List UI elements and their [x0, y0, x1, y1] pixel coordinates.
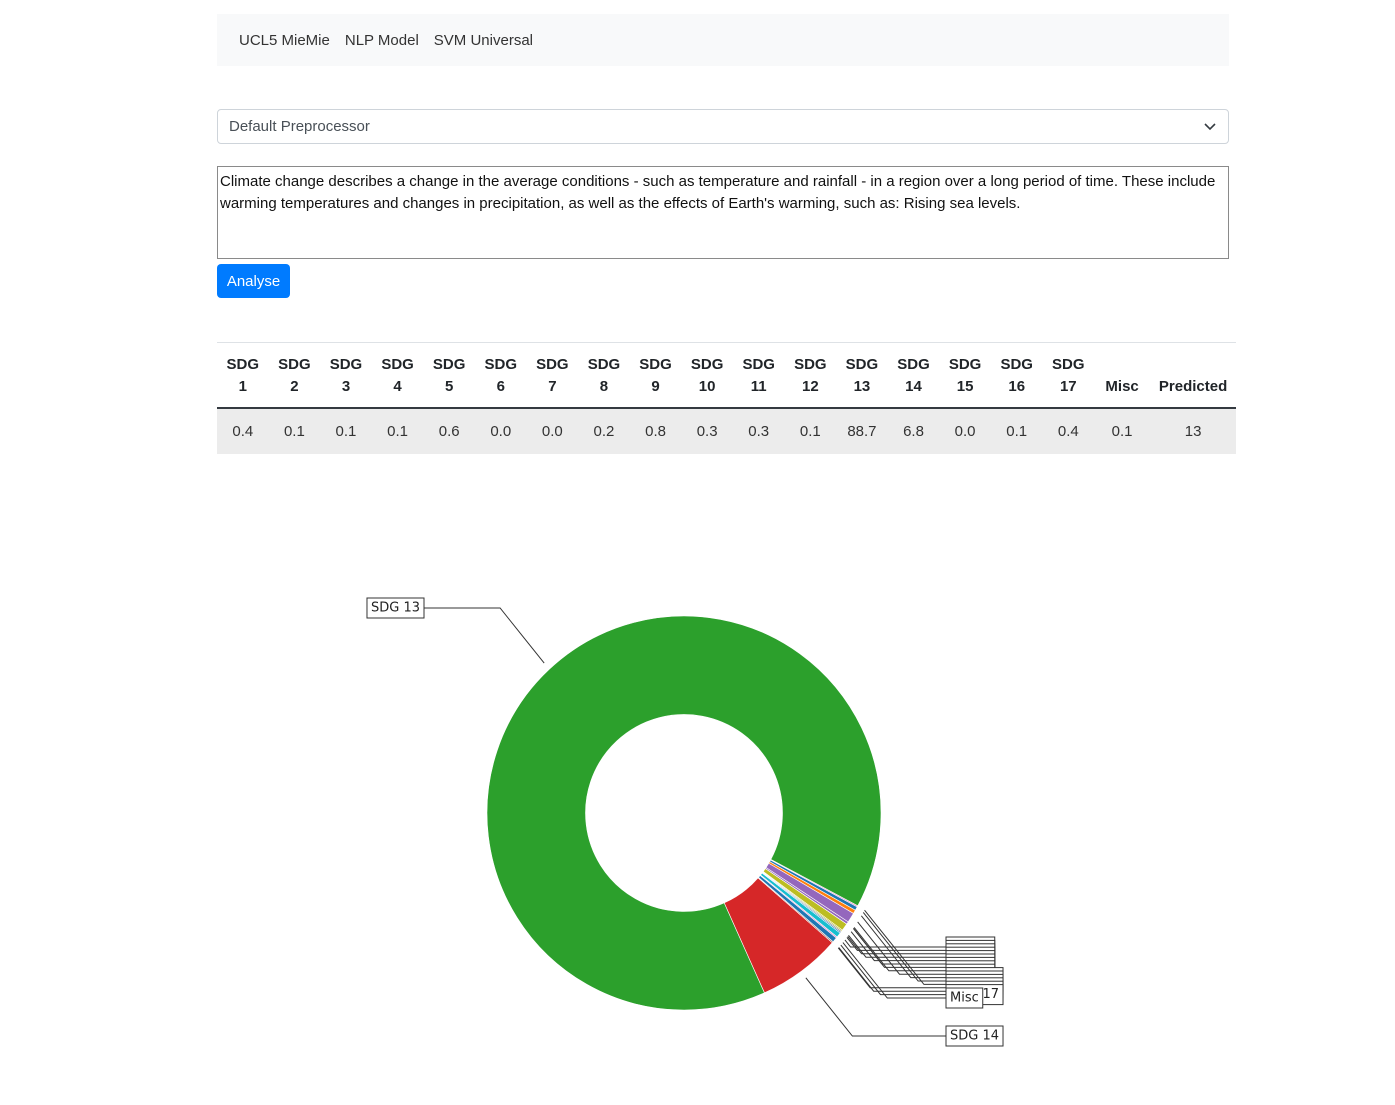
- header-cell: SDG 11: [732, 342, 785, 409]
- donut-slice: [759, 874, 838, 939]
- cell: 0.6: [423, 408, 475, 454]
- cell: 0.1: [1094, 408, 1151, 454]
- donut-slice: [765, 862, 854, 923]
- leader-line: [837, 947, 946, 989]
- cell: 88.7: [836, 408, 888, 454]
- cell: 0.0: [939, 408, 991, 454]
- leader-line: [862, 912, 946, 982]
- header-cell: SDG 13: [836, 342, 888, 409]
- chevron-icon: [1204, 122, 1216, 130]
- leader-line: [853, 928, 946, 968]
- slice-label: Misc: [950, 991, 979, 1006]
- header-cell: SDG 6: [474, 342, 527, 409]
- header-cell: SDG 8: [578, 342, 630, 409]
- leader-line: [848, 935, 946, 958]
- donut-slice: [762, 868, 848, 931]
- header-cell: SDG 12: [784, 342, 837, 409]
- nav-link[interactable]: UCL5 MieMie: [239, 31, 330, 49]
- cell: 0.1: [320, 408, 372, 454]
- header-cell: SDG 1: [217, 342, 269, 409]
- cell: 0.4: [217, 408, 269, 454]
- cell: 0.1: [990, 408, 1043, 454]
- cell: 0.3: [681, 408, 733, 454]
- leader-line: [860, 915, 946, 979]
- text-input[interactable]: Climate change describes a change in the…: [217, 166, 1229, 259]
- leader-line: [840, 944, 946, 996]
- donut-slice: [723, 877, 833, 994]
- leader-line: [842, 942, 946, 999]
- header-cell: SDG 4: [371, 342, 424, 409]
- cell: 0.1: [784, 408, 837, 454]
- table-row: 0.4 0.1 0.1 0.1 0.6 0.0 0.0 0.2 0.8 0.3 0.3 0.1 88.7…: [217, 408, 1237, 454]
- header-cell: SDG 10: [681, 342, 733, 409]
- header-cell: SDG 3: [320, 342, 372, 409]
- cell: 0.8: [629, 408, 682, 454]
- header-cell: SDG 7: [526, 342, 579, 409]
- leader-line: [850, 931, 946, 962]
- cell: 0.4: [1042, 408, 1095, 454]
- leader-line: [864, 909, 946, 985]
- slice-label: SDG 13: [371, 601, 420, 616]
- donut-slice: [486, 615, 882, 1011]
- cell: 0.0: [474, 408, 527, 454]
- cell: 6.8: [887, 408, 940, 454]
- label-box: [366, 597, 425, 619]
- analyse-button[interactable]: Analyse: [217, 264, 290, 298]
- header-cell: SDG 9: [629, 342, 682, 409]
- label-box: [945, 1025, 1004, 1047]
- cell: 0.1: [371, 408, 424, 454]
- leader-line: [853, 927, 946, 972]
- cell: 0.3: [732, 408, 785, 454]
- header-cell: SDG 16: [990, 342, 1043, 409]
- leader-line: [838, 947, 946, 992]
- header-cell: SDG 14: [887, 342, 940, 409]
- label-box: [945, 987, 984, 1009]
- header-cell: SDG 2: [268, 342, 321, 409]
- leader-line: [805, 977, 946, 1037]
- leader-line: [844, 939, 946, 948]
- header-cell: SDG 5: [423, 342, 475, 409]
- select-value: Default Preprocessor: [229, 118, 370, 135]
- nav-link[interactable]: NLP Model: [344, 31, 419, 49]
- results-table: SDG 1 SDG 2 SDG 3 SDG 4 SDG 5 SDG 6 SDG 7 SDG 8…: [217, 342, 1237, 454]
- leader-line: [424, 607, 545, 664]
- leader-line: [847, 936, 946, 955]
- slice-label: SDG 14: [950, 1029, 999, 1044]
- cell: 0.1: [268, 408, 321, 454]
- navbar: UCL5 MieMie NLP Model SVM Universal: [217, 14, 1229, 66]
- leader-line: [857, 921, 946, 975]
- header-cell: Predicted: [1150, 342, 1237, 409]
- preprocessor-select[interactable]: Default Preprocessor: [217, 109, 1229, 144]
- header-cell: SDG 15: [939, 342, 991, 409]
- nav-link[interactable]: SVM Universal: [433, 31, 533, 49]
- cell: 0.0: [526, 408, 579, 454]
- header-cell: SDG 17: [1042, 342, 1095, 409]
- cell: 0.2: [578, 408, 630, 454]
- cell: 13: [1150, 408, 1237, 454]
- header-cell: Misc: [1094, 342, 1151, 409]
- leader-line: [846, 937, 946, 951]
